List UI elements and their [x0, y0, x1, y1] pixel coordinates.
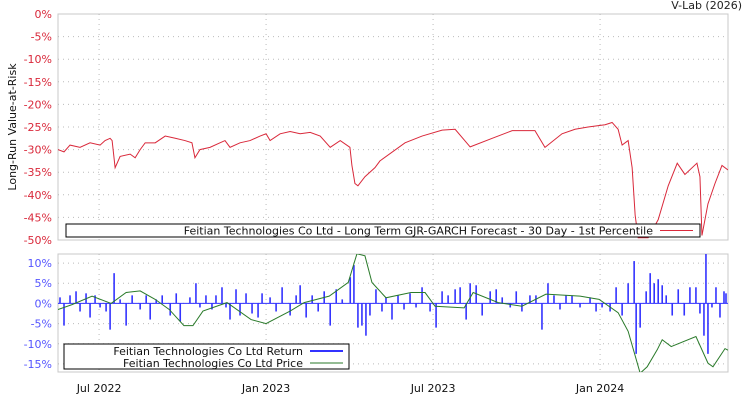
y-tick-label: -10%: [24, 338, 52, 351]
y-tick-label: -15%: [24, 358, 52, 371]
y-tick-label: -15%: [24, 76, 52, 89]
x-tick-label: Jan 2023: [241, 382, 290, 395]
top-legend-box: [65, 223, 701, 238]
y-tick-label: -40%: [24, 189, 52, 202]
credit-label: V-Lab (2026): [671, 0, 742, 12]
y-tick-label: -5%: [31, 31, 52, 44]
x-tick-label: Jan 2024: [575, 382, 624, 395]
legend-label-return: Feitian Technologies Co Ltd Return: [113, 345, 303, 358]
x-tick-label: Jul 2023: [410, 382, 456, 395]
y-axis-label: Long-Run Value-at-Risk: [6, 63, 19, 191]
y-tick-label: -10%: [24, 53, 52, 66]
y-tick-label: -50%: [24, 234, 52, 247]
return-bars: [59, 254, 727, 354]
legend-label-price: Feitian Technologies Co Ltd Price: [123, 357, 303, 370]
y-tick-label: -5%: [31, 318, 52, 331]
y-tick-label: 5%: [35, 277, 52, 290]
legend-label-var: Feitian Technologies Co Ltd - Long Term …: [184, 225, 654, 238]
y-tick-label: -20%: [24, 98, 52, 111]
y-tick-label: 10%: [28, 257, 52, 270]
bottom-plot-frame: [57, 253, 729, 373]
bottom-legend-box: [63, 343, 350, 370]
y-tick-label: 0%: [35, 297, 52, 310]
y-tick-label: -35%: [24, 166, 52, 179]
price-series-line: [58, 254, 728, 372]
y-tick-label: -45%: [24, 211, 52, 224]
y-tick-label: 0%: [35, 8, 52, 21]
y-tick-label: -30%: [24, 144, 52, 157]
y-tick-label: -25%: [24, 121, 52, 134]
x-tick-label: Jul 2022: [76, 382, 122, 395]
var-series-line: [58, 121, 728, 239]
